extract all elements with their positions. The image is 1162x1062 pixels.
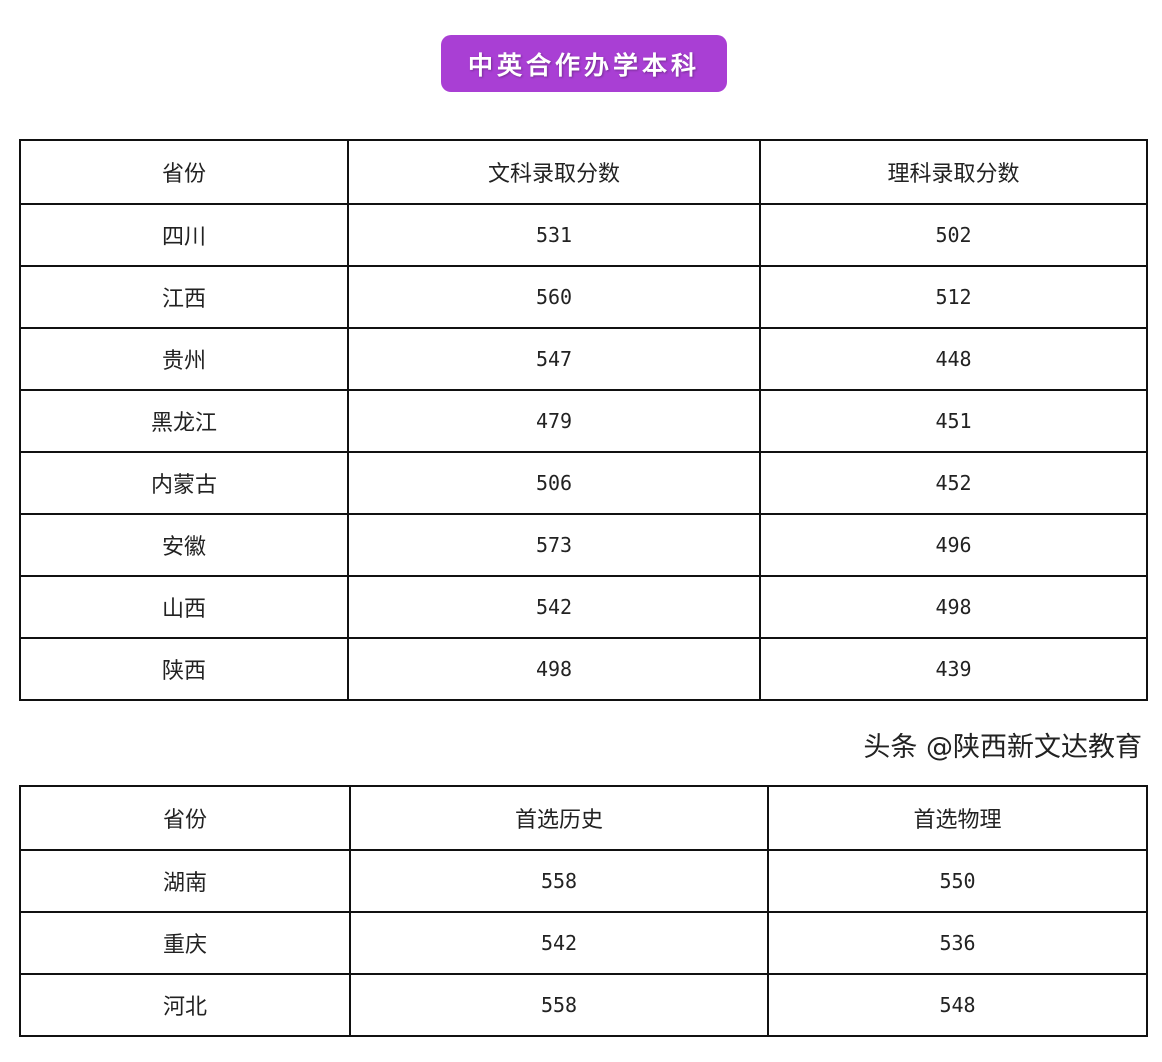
table-row: 四川 531 502 — [19, 203, 1148, 267]
column-header: 首选历史 — [349, 785, 769, 851]
table-row: 江西 560 512 — [19, 265, 1148, 329]
table-row: 贵州 547 448 — [19, 327, 1148, 391]
table-row: 重庆 542 536 — [19, 911, 1148, 975]
province-cell: 黑龙江 — [19, 389, 349, 453]
score-cell: 451 — [759, 389, 1148, 453]
column-header: 文科录取分数 — [347, 139, 761, 205]
score-table-history-physics: 省份 首选历史 首选物理 湖南 558 550 重庆 542 536 河北 558 548 — [19, 785, 1148, 1037]
province-cell: 内蒙古 — [19, 451, 349, 515]
score-cell: 550 — [767, 849, 1148, 913]
province-cell: 重庆 — [19, 911, 351, 975]
score-table-liberal-science: 省份 文科录取分数 理科录取分数 四川 531 502 江西 560 512 贵州 547 448 黑龙… — [19, 139, 1148, 701]
score-cell: 498 — [759, 575, 1148, 639]
score-cell: 573 — [347, 513, 761, 577]
score-cell: 439 — [759, 637, 1148, 701]
table-row: 内蒙古 506 452 — [19, 451, 1148, 515]
score-cell: 479 — [347, 389, 761, 453]
header-row: 省份 文科录取分数 理科录取分数 — [19, 139, 1148, 205]
province-cell: 江西 — [19, 265, 349, 329]
province-cell: 山西 — [19, 575, 349, 639]
table-row: 陕西 498 439 — [19, 637, 1148, 701]
score-cell: 452 — [759, 451, 1148, 515]
score-cell: 502 — [759, 203, 1148, 267]
column-header: 省份 — [19, 139, 349, 205]
score-cell: 542 — [349, 911, 769, 975]
score-cell: 496 — [759, 513, 1148, 577]
section-title-badge: 中英合作办学本科 — [441, 35, 727, 92]
table-row: 河北 558 548 — [19, 973, 1148, 1037]
province-cell: 贵州 — [19, 327, 349, 391]
score-cell: 531 — [347, 203, 761, 267]
score-cell: 536 — [767, 911, 1148, 975]
column-header: 省份 — [19, 785, 351, 851]
score-cell: 506 — [347, 451, 761, 515]
table-row: 湖南 558 550 — [19, 849, 1148, 913]
table-row: 安徽 573 496 — [19, 513, 1148, 577]
score-cell: 548 — [767, 973, 1148, 1037]
score-cell: 542 — [347, 575, 761, 639]
watermark: 头条 @陕西新文达教育 — [863, 732, 1142, 763]
score-cell: 547 — [347, 327, 761, 391]
score-cell: 498 — [347, 637, 761, 701]
province-cell: 湖南 — [19, 849, 351, 913]
score-cell: 512 — [759, 265, 1148, 329]
score-cell: 448 — [759, 327, 1148, 391]
column-header: 理科录取分数 — [759, 139, 1148, 205]
table-row: 山西 542 498 — [19, 575, 1148, 639]
province-cell: 河北 — [19, 973, 351, 1037]
province-cell: 安徽 — [19, 513, 349, 577]
header-row: 省份 首选历史 首选物理 — [19, 785, 1148, 851]
score-cell: 558 — [349, 973, 769, 1037]
province-cell: 四川 — [19, 203, 349, 267]
score-cell: 560 — [347, 265, 761, 329]
column-header: 首选物理 — [767, 785, 1148, 851]
table-row: 黑龙江 479 451 — [19, 389, 1148, 453]
province-cell: 陕西 — [19, 637, 349, 701]
score-cell: 558 — [349, 849, 769, 913]
